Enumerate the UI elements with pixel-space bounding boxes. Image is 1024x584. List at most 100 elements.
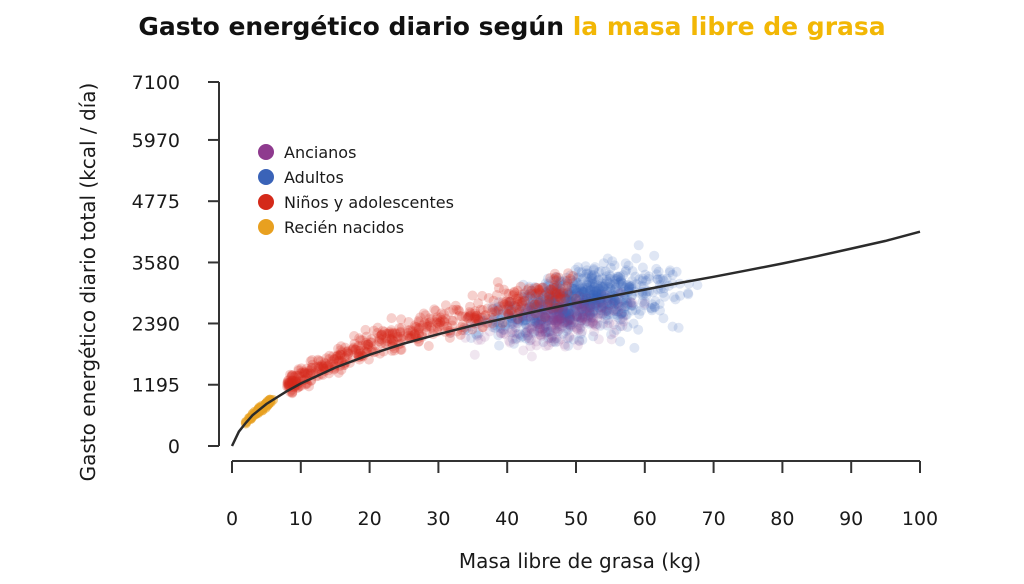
data-point xyxy=(553,321,564,332)
x-tick-label: 20 xyxy=(358,508,382,530)
data-point xyxy=(589,326,600,337)
data-point xyxy=(619,298,629,309)
data-point xyxy=(626,300,637,311)
data-point xyxy=(425,317,436,328)
data-point xyxy=(534,284,545,295)
data-point xyxy=(564,308,575,319)
data-point xyxy=(581,285,592,296)
data-point xyxy=(319,357,330,368)
data-point xyxy=(525,341,536,352)
data-point xyxy=(588,331,599,342)
data-point xyxy=(424,313,435,324)
data-point xyxy=(307,362,318,373)
data-point xyxy=(545,296,556,307)
data-point xyxy=(496,309,507,320)
data-point xyxy=(570,283,581,294)
data-point xyxy=(368,325,379,336)
trend-line xyxy=(230,230,921,447)
data-point xyxy=(526,290,537,301)
data-point xyxy=(374,333,385,344)
data-point xyxy=(617,308,627,319)
data-point xyxy=(365,337,376,348)
data-point xyxy=(376,330,387,340)
data-point xyxy=(585,317,596,328)
data-point xyxy=(585,302,596,312)
data-point xyxy=(573,306,584,317)
data-point xyxy=(571,311,582,322)
data-point xyxy=(617,307,628,318)
data-point xyxy=(574,287,585,297)
data-point xyxy=(572,287,582,298)
data-point xyxy=(593,274,604,285)
data-point xyxy=(548,287,559,298)
chart-title-highlight: la masa libre de grasa xyxy=(572,12,886,41)
data-point xyxy=(573,262,584,273)
data-point xyxy=(587,307,598,318)
data-point xyxy=(376,334,387,345)
data-point xyxy=(530,318,541,329)
data-point xyxy=(579,301,590,311)
data-point xyxy=(556,286,567,296)
data-point xyxy=(572,310,583,321)
data-point xyxy=(543,281,554,291)
data-point xyxy=(555,314,566,324)
data-point xyxy=(482,303,493,314)
data-point xyxy=(513,293,523,304)
data-point xyxy=(575,279,586,290)
data-point xyxy=(631,279,642,290)
data-point xyxy=(512,296,523,306)
data-point xyxy=(519,292,530,303)
data-point xyxy=(529,283,540,294)
data-point xyxy=(561,309,572,320)
data-point xyxy=(574,281,585,292)
data-point xyxy=(581,316,592,327)
data-point xyxy=(545,284,556,295)
data-point xyxy=(492,277,503,288)
data-point xyxy=(291,375,302,386)
data-point xyxy=(413,315,424,326)
data-point xyxy=(622,280,633,290)
y-tick-label: 5970 xyxy=(132,130,180,152)
data-point xyxy=(604,278,615,289)
data-point xyxy=(472,314,483,325)
data-point xyxy=(546,308,557,319)
data-point xyxy=(544,295,554,306)
data-point xyxy=(287,370,297,381)
data-point xyxy=(562,278,573,289)
data-point xyxy=(402,327,413,338)
data-point xyxy=(379,338,390,348)
data-point xyxy=(571,308,582,319)
data-point xyxy=(386,334,397,345)
data-point xyxy=(584,288,594,299)
data-point xyxy=(667,321,678,332)
data-point xyxy=(683,288,693,299)
data-point xyxy=(559,339,570,350)
data-point xyxy=(622,298,633,309)
data-point xyxy=(556,289,567,300)
data-point xyxy=(530,321,541,332)
data-point xyxy=(587,299,598,310)
data-point xyxy=(623,299,634,310)
data-point xyxy=(493,297,504,308)
data-point xyxy=(500,329,511,340)
data-point xyxy=(370,340,381,351)
data-point xyxy=(520,315,531,326)
data-point xyxy=(492,303,503,314)
data-point xyxy=(438,321,449,331)
data-point xyxy=(360,324,371,335)
data-point xyxy=(465,301,475,312)
legend-marker xyxy=(258,169,274,185)
data-point xyxy=(585,300,595,310)
data-point xyxy=(610,295,621,306)
data-point xyxy=(470,308,481,319)
x-tick-label: 60 xyxy=(633,508,657,530)
data-point xyxy=(520,333,531,344)
data-point xyxy=(413,323,424,334)
data-point xyxy=(409,329,420,340)
data-point xyxy=(543,327,554,337)
data-point xyxy=(477,290,488,301)
data-point xyxy=(576,267,587,278)
data-point xyxy=(543,299,554,309)
data-point xyxy=(515,281,526,292)
data-point xyxy=(366,334,377,345)
